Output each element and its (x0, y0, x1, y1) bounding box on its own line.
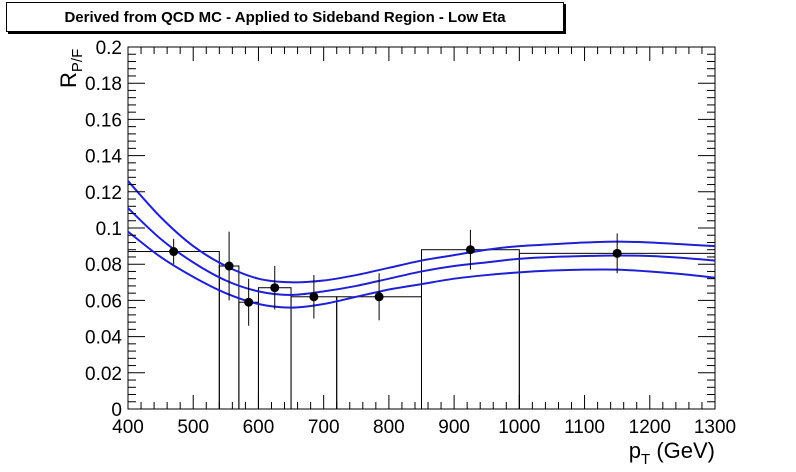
x-axis-label-rest: (GeV) (650, 438, 715, 463)
y-tick-label: 0.18 (85, 74, 122, 95)
x-tick-label: 800 (373, 417, 405, 438)
marker (169, 247, 179, 257)
data-point-2 (244, 278, 254, 326)
histogram-bin-7 (518, 252, 716, 410)
y-tick-label: 0.16 (85, 110, 122, 131)
chart-title: Derived from QCD MC - Applied to Sideban… (6, 2, 564, 32)
x-axis-label-main: p (629, 438, 641, 463)
x-tick-label: 500 (177, 417, 209, 438)
histogram-bin-0 (127, 251, 220, 410)
histogram-layer (127, 249, 716, 410)
x-tick-label: 1300 (694, 417, 736, 438)
y-tick-label: 0.08 (85, 255, 122, 276)
marker (465, 245, 475, 255)
marker (224, 261, 234, 271)
y-axis-label-main: R (56, 72, 81, 88)
y-tick-label: 0.04 (85, 328, 122, 349)
data-points-layer (169, 229, 622, 326)
x-tick-label: 700 (308, 417, 340, 438)
data-point-4 (309, 275, 319, 319)
y-tick-label: 0.2 (96, 38, 122, 59)
y-tick-label: 0.1 (96, 219, 122, 240)
x-tick-label: 400 (112, 417, 144, 438)
axis-ticks-layer: 400 500 600 700 800 900 1000 1100 1200 1300 0 0.02 0… (85, 38, 736, 438)
y-tick-label: 0 (111, 400, 122, 421)
data-point-5 (374, 273, 384, 321)
data-point-1 (224, 231, 234, 301)
data-point-6 (465, 229, 475, 270)
x-axis-label-sub: T (641, 451, 650, 468)
data-point-7 (612, 233, 622, 274)
y-tick-label: 0.02 (85, 364, 122, 385)
marker (309, 292, 319, 302)
y-tick-label: 0.06 (85, 291, 122, 312)
x-tick-label: 1000 (498, 417, 540, 438)
marker (244, 297, 254, 307)
data-point-0 (169, 238, 179, 265)
marker (612, 248, 622, 258)
y-tick-label: 0.12 (85, 183, 122, 204)
y-axis-label-sub: P/F (69, 49, 86, 72)
x-tick-label: 600 (243, 417, 275, 438)
x-tick-label: 900 (438, 417, 470, 438)
x-tick-label: 1100 (564, 417, 605, 438)
data-point-3 (270, 266, 280, 310)
x-tick-label: 1200 (629, 417, 671, 438)
y-tick-label: 0.14 (85, 147, 122, 168)
x-axis-label: pT (GeV) (629, 438, 715, 468)
marker (374, 292, 384, 302)
marker (270, 283, 280, 293)
y-axis-label: RP/F (56, 49, 86, 88)
